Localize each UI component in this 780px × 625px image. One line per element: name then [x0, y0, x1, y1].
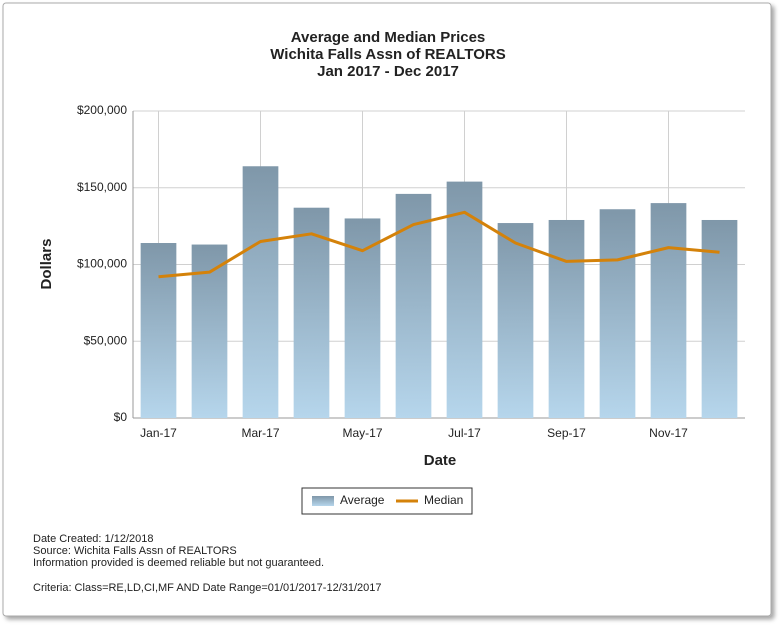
footer-text: Source: Wichita Falls Assn of REALTORS — [33, 545, 237, 557]
bar — [140, 243, 177, 418]
bar — [242, 166, 279, 418]
bar — [701, 219, 738, 418]
panel — [2, 2, 772, 617]
y-tick-label: $50,000 — [84, 333, 128, 347]
y-tick-label: $150,000 — [77, 180, 127, 194]
bar — [395, 193, 432, 418]
footer-text: Date Created: 1/12/2018 — [33, 533, 153, 545]
y-tick-label: $0 — [114, 410, 128, 424]
bar — [548, 219, 585, 418]
x-tick-label: Mar-17 — [241, 426, 279, 440]
bar — [293, 207, 330, 418]
x-tick-label: May-17 — [342, 426, 382, 440]
footer-text: Information provided is deemed reliable … — [33, 557, 324, 569]
x-axis-title: Date — [424, 452, 457, 469]
x-tick-label: Jan-17 — [140, 426, 177, 440]
bar — [599, 209, 636, 418]
footer-text: Criteria: Class=RE,LD,CI,MF AND Date Ran… — [33, 582, 382, 594]
x-tick-label: Nov-17 — [649, 426, 688, 440]
line — [158, 210, 720, 279]
legend-swatch — [312, 496, 334, 506]
chart-subtitle: Jan 2017 - Dec 2017 — [317, 63, 459, 80]
bar — [446, 181, 483, 418]
chart-subtitle: Wichita Falls Assn of REALTORS — [270, 46, 505, 63]
y-tick-label: $200,000 — [77, 103, 127, 117]
bar — [344, 218, 381, 418]
y-tick-label: $100,000 — [77, 257, 127, 271]
legend-label: Median — [424, 493, 463, 507]
legend-label: Average — [340, 493, 385, 507]
chart-title: Average and Median Prices — [291, 29, 486, 46]
x-tick-label: Jul-17 — [448, 426, 481, 440]
y-axis-title: Dollars — [38, 239, 55, 290]
bar — [650, 203, 687, 418]
bar — [497, 223, 534, 418]
x-tick-label: Sep-17 — [547, 426, 586, 440]
